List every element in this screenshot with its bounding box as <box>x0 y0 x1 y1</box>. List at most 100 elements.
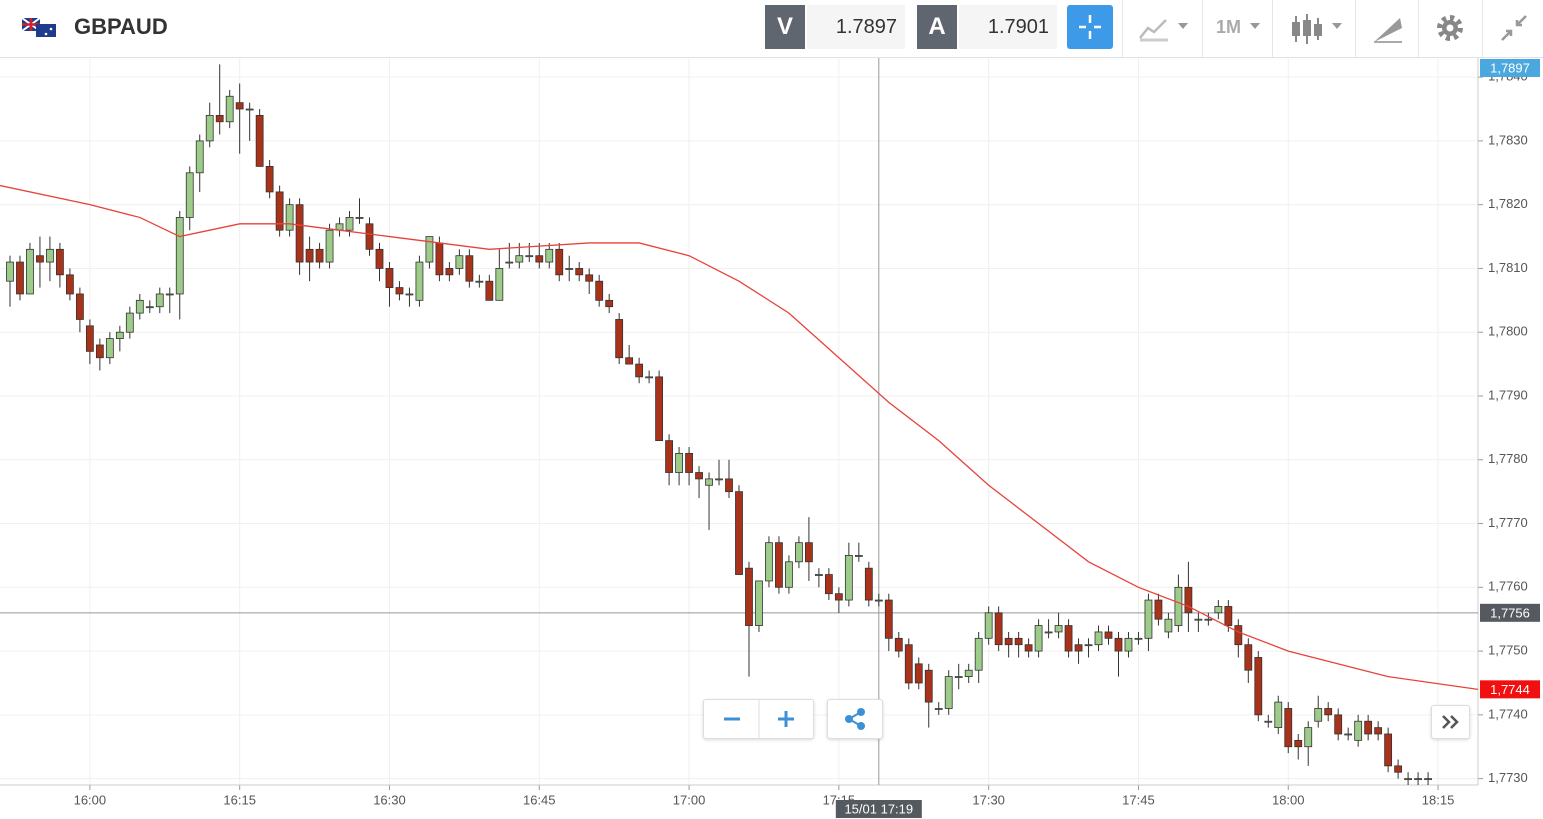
candle-body <box>525 255 534 258</box>
candle-body <box>795 542 803 563</box>
candle-body <box>974 637 983 671</box>
x-tick-label: 17:30 <box>972 792 1005 807</box>
candle-body <box>575 268 584 276</box>
candle-body <box>1214 606 1223 614</box>
candle-body <box>1284 708 1293 748</box>
candle-body <box>135 299 144 314</box>
candle-body <box>1044 631 1053 634</box>
candle-body <box>1384 733 1393 767</box>
candle-body <box>924 669 933 703</box>
candle-body <box>155 293 164 308</box>
candle-body <box>1024 644 1033 652</box>
candle-body <box>1014 637 1023 646</box>
candle-body <box>66 274 74 295</box>
candle-body <box>1134 637 1143 640</box>
candle-body <box>874 599 883 602</box>
candle-body <box>944 676 953 709</box>
y-tick-label: 1,7810 <box>1488 260 1528 275</box>
candle-body <box>1304 727 1313 748</box>
candle-body <box>1374 727 1383 735</box>
timeframe-button[interactable]: 1M <box>1216 17 1242 37</box>
candle-type-button[interactable] <box>1290 12 1346 46</box>
candle-body <box>1064 625 1073 652</box>
candle-body <box>1204 618 1213 621</box>
candle-body <box>6 261 14 282</box>
candle-body <box>145 306 154 309</box>
chart-type-button[interactable] <box>1138 14 1194 44</box>
candle-body <box>565 268 574 270</box>
candle-body <box>655 376 664 442</box>
candle-body <box>415 261 424 301</box>
candle-body <box>56 248 64 276</box>
candle-body <box>375 248 384 269</box>
candle-body <box>745 567 753 626</box>
candle-body <box>435 242 444 276</box>
candle-body <box>785 561 793 588</box>
candle-body <box>345 217 354 231</box>
candle-body <box>1104 631 1113 639</box>
y-tick-label: 1,7740 <box>1488 706 1528 721</box>
y-tick-label: 1,7790 <box>1488 387 1528 402</box>
scroll-to-end-button[interactable] <box>1431 705 1470 739</box>
candle-body <box>1424 778 1432 781</box>
candle-body <box>1034 625 1043 652</box>
candle-body <box>1154 599 1163 620</box>
candle-body <box>455 255 464 269</box>
candle-body <box>1164 618 1173 633</box>
candle-body <box>295 204 304 263</box>
candle-body <box>705 478 713 486</box>
candle-body <box>625 357 634 365</box>
candle-body <box>824 574 833 595</box>
ask-button[interactable]: A <box>917 5 957 49</box>
candle-body <box>1244 644 1253 671</box>
candle-body <box>265 166 274 193</box>
candle-body <box>1144 599 1153 639</box>
candle-body <box>755 580 763 626</box>
candle-body <box>305 248 314 263</box>
share-button[interactable] <box>827 699 883 739</box>
candle-body <box>505 261 514 264</box>
candle-body <box>385 268 394 288</box>
share-icon <box>845 708 865 730</box>
candle-body <box>894 637 903 652</box>
crosshair-button[interactable] <box>1067 5 1113 49</box>
candle-body <box>475 280 484 283</box>
y-tick-label: 1,7730 <box>1488 770 1528 785</box>
candle-body <box>105 338 114 359</box>
candle-body <box>595 280 604 301</box>
candle-body <box>1254 657 1263 716</box>
x-tick-label: 16:00 <box>74 792 107 807</box>
price-label: 1,7897 <box>1490 60 1530 75</box>
candle-body <box>994 612 1003 646</box>
y-tick-label: 1,7770 <box>1488 515 1528 530</box>
candle-body <box>1194 618 1203 621</box>
candle-body <box>1054 625 1063 633</box>
candle-body <box>445 268 454 276</box>
collapse-button[interactable] <box>1498 12 1530 44</box>
candle-body <box>585 274 594 282</box>
candle-body <box>405 293 414 296</box>
zoom-controls <box>703 699 814 739</box>
candle-body <box>125 312 134 333</box>
candle-body <box>1354 720 1363 741</box>
y-tick-label: 1,7760 <box>1488 579 1528 594</box>
y-tick-label: 1,7830 <box>1488 132 1528 147</box>
candle-body <box>555 248 564 276</box>
bid-button[interactable]: V <box>765 5 805 49</box>
candles <box>6 64 1432 785</box>
settings-button[interactable] <box>1434 12 1466 44</box>
candle-body <box>1414 778 1422 781</box>
candle-body <box>535 255 544 263</box>
candle-body <box>425 236 434 263</box>
candle-body <box>365 223 374 250</box>
candle-body <box>245 108 254 111</box>
scroll-icon <box>1442 715 1459 729</box>
candle-body <box>1184 586 1193 614</box>
candle-body <box>36 255 44 263</box>
timeframe-arrow <box>1250 23 1260 29</box>
candle-body <box>285 204 294 231</box>
candle-body <box>75 293 84 320</box>
candle-body <box>1264 720 1273 723</box>
drawing-tools-button[interactable] <box>1372 14 1404 44</box>
